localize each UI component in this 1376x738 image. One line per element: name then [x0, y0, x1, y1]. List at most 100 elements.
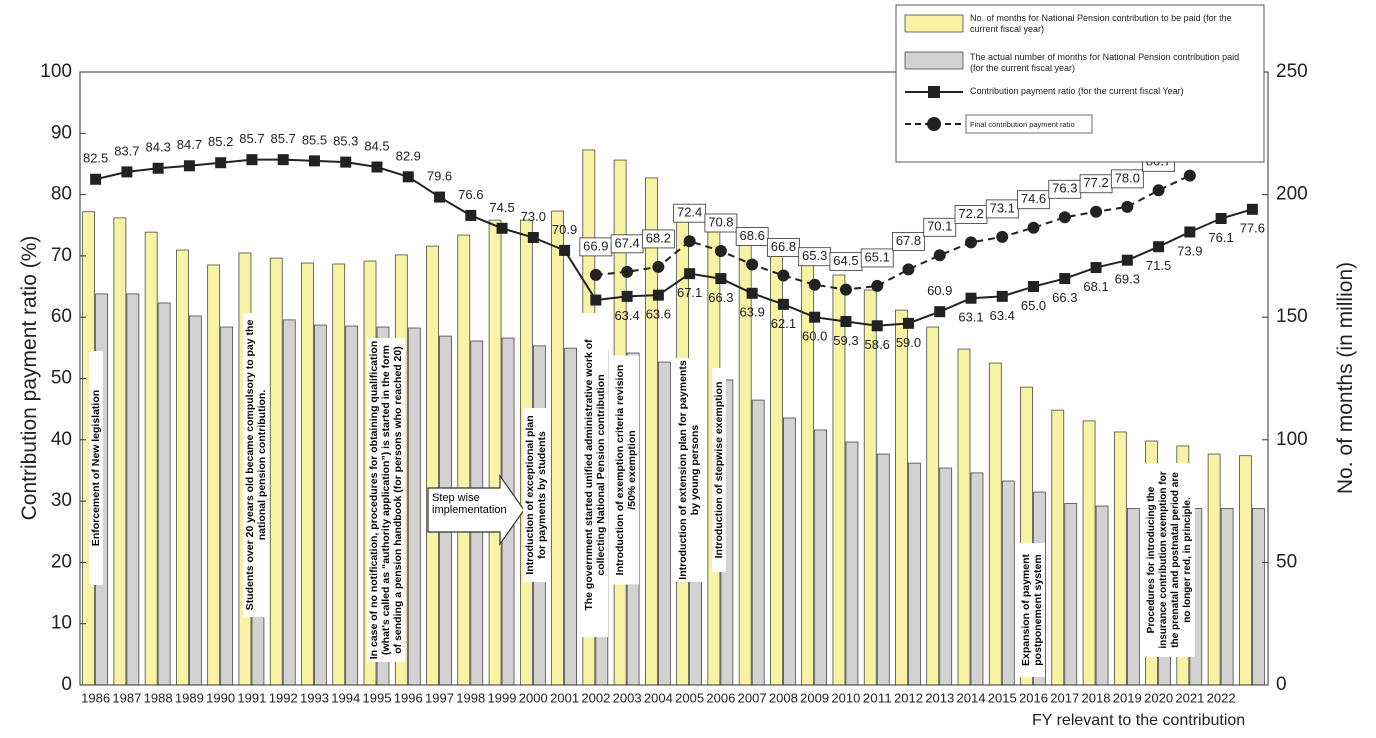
- annotation: Introduction of exceptional plan for pay…: [523, 408, 549, 582]
- label-box: [1017, 190, 1050, 210]
- label-box: [892, 231, 925, 251]
- bar: [801, 258, 815, 686]
- bar: [814, 429, 828, 686]
- bar: [751, 399, 765, 686]
- data-label: 64.5: [833, 253, 858, 268]
- marker: [340, 156, 352, 168]
- marker: [183, 160, 195, 172]
- y2-tick-label: 200: [1276, 184, 1308, 205]
- legend-swatch: [904, 14, 964, 33]
- annotation: Procedures for introducing the insurance…: [1145, 463, 1195, 657]
- data-label: 65.3: [802, 248, 827, 263]
- x-tick-label: 1997: [425, 691, 454, 705]
- marker: [1090, 262, 1102, 274]
- data-label: 82.9: [396, 148, 421, 163]
- data-label: 83.7: [114, 143, 139, 158]
- x-tick-label: 2018: [1082, 691, 1111, 705]
- marker: [1058, 211, 1071, 224]
- y-tick-label: 20: [51, 551, 72, 572]
- x-tick-label: 1987: [112, 691, 141, 705]
- bar: [207, 264, 221, 686]
- bar: [189, 315, 202, 686]
- x-tick-label: 2013: [925, 691, 954, 705]
- data-label: 65.1: [865, 249, 890, 264]
- x-tick-label: 2007: [738, 691, 767, 705]
- data-label: 69.3: [1115, 272, 1140, 287]
- x-tick-label: 1986: [81, 691, 110, 705]
- data-label: 62.1: [771, 316, 796, 331]
- marker: [1090, 205, 1103, 218]
- bar: [845, 441, 859, 686]
- bar: [926, 326, 940, 686]
- marker: [1121, 200, 1134, 213]
- data-label: 70.9: [552, 222, 577, 237]
- bar: [551, 210, 564, 686]
- data-label: 85.2: [208, 134, 233, 149]
- data-label: 76.3: [1052, 181, 1077, 196]
- y2-tick-label: 50: [1276, 551, 1297, 572]
- x-tick-label: 2010: [831, 691, 860, 705]
- data-label: 73.9: [1177, 243, 1202, 258]
- data-label: 63.6: [646, 307, 671, 322]
- marker: [1152, 184, 1165, 197]
- x-tick-label: 2014: [957, 691, 986, 705]
- marker: [402, 171, 414, 183]
- marker: [434, 191, 446, 203]
- bar: [970, 472, 984, 686]
- data-label: 76.6: [458, 187, 483, 202]
- y2-tick-label: 150: [1276, 306, 1308, 327]
- data-label: 77.6: [1240, 221, 1265, 236]
- marker: [621, 265, 634, 278]
- data-label: 85.5: [302, 132, 327, 147]
- data-label: 68.2: [646, 230, 671, 245]
- x-tick-label: 2020: [1144, 691, 1173, 705]
- data-label: 63.4: [614, 308, 639, 323]
- bar: [1082, 420, 1096, 686]
- data-label: 66.3: [1052, 290, 1077, 305]
- data-label: 74.5: [489, 200, 514, 215]
- marker: [902, 317, 914, 329]
- marker: [839, 283, 852, 296]
- data-label: 70.1: [927, 219, 952, 234]
- bar: [269, 257, 283, 686]
- marker: [465, 209, 477, 221]
- data-label: 66.3: [708, 290, 733, 305]
- x-tick-label: 1996: [394, 691, 423, 705]
- x-tick-label: 1995: [363, 691, 392, 705]
- legend-label: The actual number of months for National…: [970, 52, 1240, 73]
- bar: [157, 302, 171, 686]
- bar: [1126, 508, 1140, 686]
- bar: [1064, 503, 1078, 686]
- bar: [282, 319, 296, 686]
- bar: [1113, 431, 1127, 686]
- x-axis-title: FY relevant to the contribution: [1032, 712, 1246, 729]
- y-tick-label: 100: [40, 61, 72, 82]
- bar: [176, 249, 189, 686]
- marker: [746, 287, 758, 299]
- data-label: 60.0: [802, 329, 827, 344]
- data-label: 71.5: [1146, 258, 1171, 273]
- x-tick-label: 2000: [519, 691, 548, 705]
- x-tick-label: 2017: [1050, 691, 1079, 705]
- marker: [652, 260, 665, 273]
- marker: [933, 249, 946, 262]
- marker: [1246, 203, 1258, 215]
- bar: [314, 324, 327, 686]
- bar: [876, 453, 890, 686]
- bar: [908, 462, 921, 686]
- annotation: Introduction of exemption criteria revis…: [613, 355, 639, 585]
- y-tick-label: 90: [51, 122, 72, 143]
- bar: [939, 467, 953, 686]
- bar: [301, 262, 314, 686]
- marker: [746, 258, 759, 271]
- annotation: The government started unified administr…: [582, 313, 608, 637]
- marker: [527, 232, 539, 244]
- data-label: 59.0: [896, 335, 921, 350]
- marker: [934, 306, 946, 318]
- marker: [246, 154, 258, 166]
- marker: [965, 236, 977, 249]
- marker: [277, 154, 289, 166]
- bar: [332, 263, 346, 686]
